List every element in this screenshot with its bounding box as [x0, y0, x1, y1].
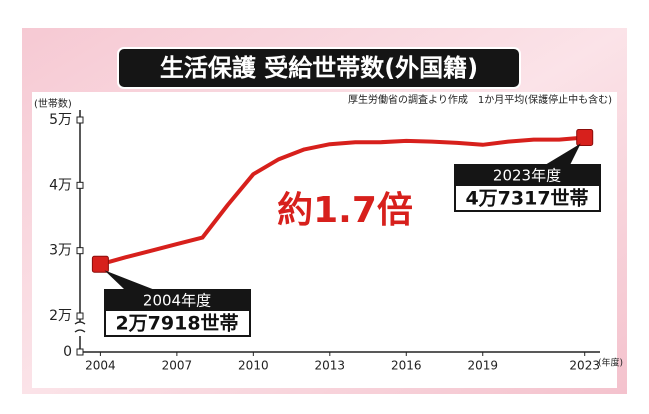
y-tick: [76, 116, 84, 124]
y-tick-label: 0: [63, 344, 72, 360]
plot-panel: [32, 92, 617, 388]
x-axis-label: (年度): [598, 357, 623, 369]
value-label: 4万7317世帯: [465, 187, 588, 210]
callout-body: [104, 309, 251, 337]
y-tick: [76, 348, 84, 356]
x-tick-label: 2013: [315, 359, 346, 373]
x-tick-label: 2016: [391, 359, 422, 373]
x-tick-label: 2023: [569, 359, 600, 373]
x-tick-label: 2004: [85, 359, 116, 373]
x-tick-label: 2007: [162, 359, 193, 373]
callout-pointer: [545, 143, 581, 165]
end-marker: [91, 255, 109, 273]
callout-period: 2004年度: [143, 292, 211, 310]
title-box: [117, 47, 521, 89]
callout-pointer: [104, 270, 155, 290]
y-tick-label: 4万: [49, 177, 72, 193]
data-line: [99, 135, 585, 267]
y-tick: [76, 312, 84, 320]
y-tick-label: 5万: [49, 112, 72, 128]
callout-period: 2023年度: [493, 167, 561, 185]
y-axis-label: (世帯数): [34, 97, 72, 110]
y-tick: [76, 181, 84, 189]
chart-title: 生活保護 受給世帯数(外国籍): [160, 54, 478, 82]
y-tick-label: 2万: [49, 308, 72, 324]
y-tick-label: 3万: [49, 243, 72, 259]
x-tick-label: 2019: [467, 359, 498, 373]
subtitle: 厚生労働省の調査より作成 1か月平均(保護停止中も含む): [348, 93, 612, 106]
value-label: 2万7918世帯: [115, 312, 238, 335]
ratio-annotation: 約1.7倍: [277, 190, 413, 231]
end-marker: [576, 129, 594, 147]
x-tick-label: 2010: [238, 359, 269, 373]
axis-break: [74, 321, 86, 333]
y-tick: [76, 247, 84, 255]
callout-body: [454, 184, 601, 212]
